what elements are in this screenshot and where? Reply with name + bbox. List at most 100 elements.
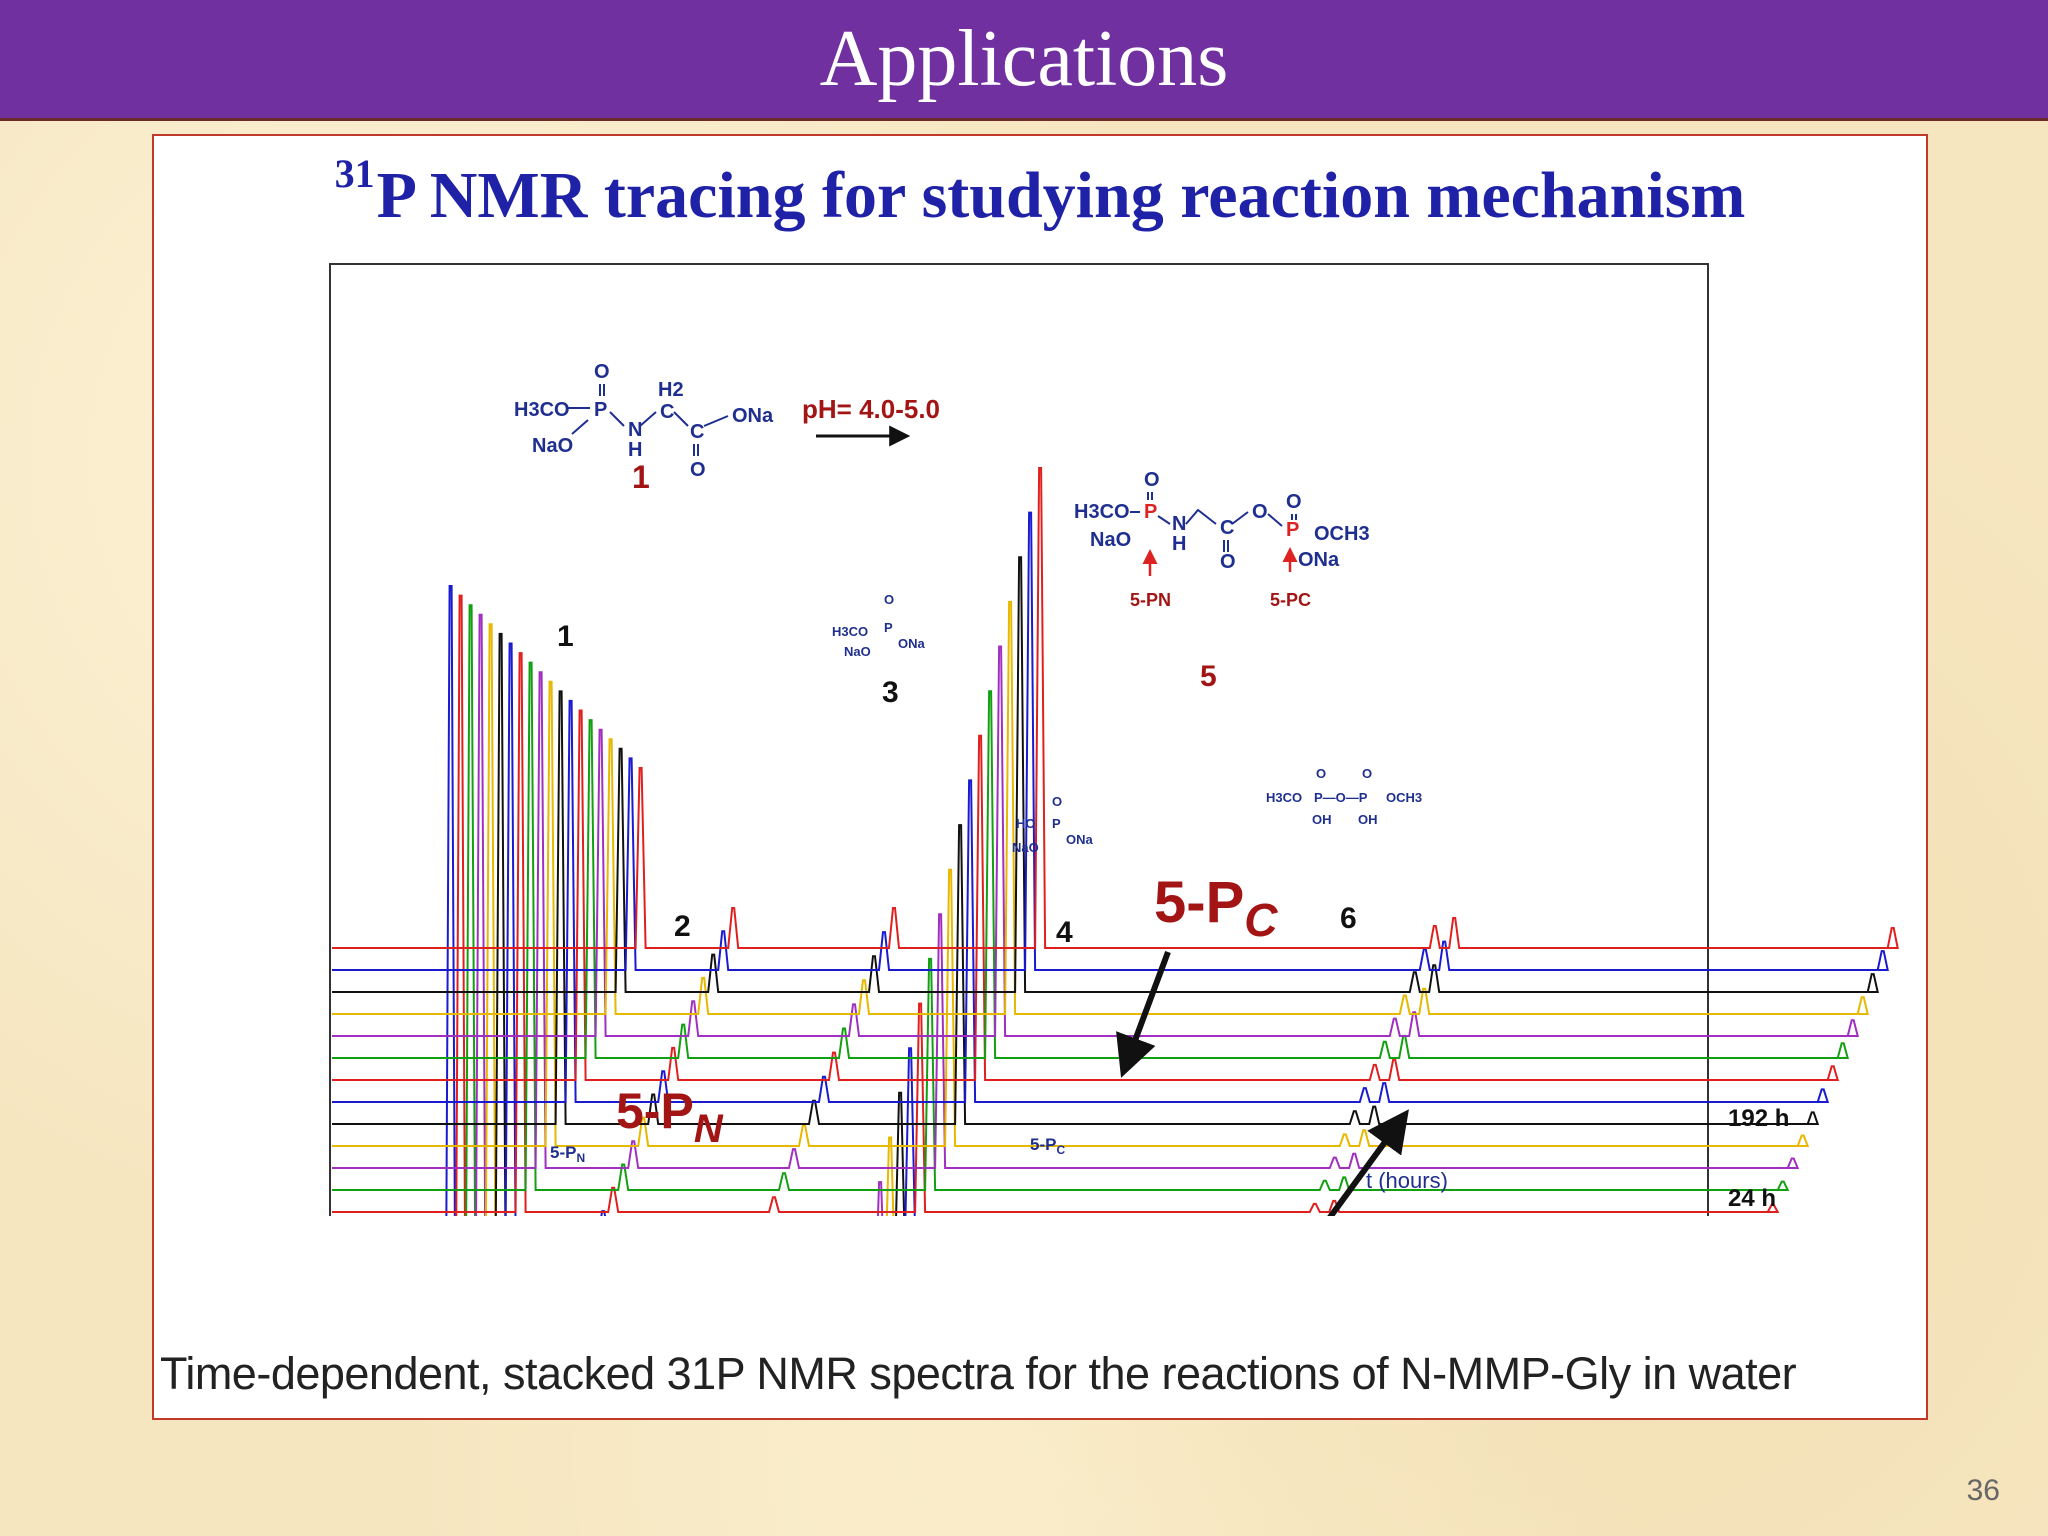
s4-ona: ONa xyxy=(1066,832,1094,847)
small-5-pc-label: 5-PC xyxy=(1030,1135,1065,1157)
s3-h3co: H3CO xyxy=(832,624,868,639)
s5-o-mid: O xyxy=(1252,501,1268,523)
stack-axis-label: t (hours) xyxy=(1366,1168,1448,1193)
spectrum-trace xyxy=(494,632,906,1216)
spectrum-trace xyxy=(332,690,1850,1059)
s6-o1: O xyxy=(1316,766,1326,781)
s6-o2: O xyxy=(1362,766,1372,781)
spectrum-trace xyxy=(332,680,1810,1147)
compound-4-label: 4 xyxy=(1056,916,1073,949)
spectrum-trace xyxy=(332,600,1869,1015)
time-label: 24 h xyxy=(1728,1185,1776,1212)
figure-frame: 3 1 P NMR tracing for studying reaction me… xyxy=(152,134,1928,1420)
structure-3: H3CO O P NaO ONa xyxy=(832,592,926,659)
spectrum-traces xyxy=(332,467,1899,1216)
s5-p1: P xyxy=(1144,501,1157,523)
s5-ona: ONa xyxy=(1298,549,1340,571)
spectrum-trace xyxy=(445,585,456,1216)
time-direction-arrow xyxy=(1327,1109,1409,1216)
s5-och3: OCH3 xyxy=(1314,523,1370,545)
s5-o-top2: O xyxy=(1286,491,1302,513)
slide-title-banner: Applications xyxy=(0,0,2048,121)
s5-n: N xyxy=(1172,513,1186,535)
figure-title: 31P NMR tracing for studying reaction me… xyxy=(154,150,1926,235)
s1-o-bottom: O xyxy=(690,459,706,481)
spectrum-trace xyxy=(504,642,916,1216)
s6-h3co: H3CO xyxy=(1266,790,1302,805)
s5-nao: NaO xyxy=(1090,529,1131,551)
big-5-pn-main: 5-P xyxy=(616,1083,694,1139)
compound-1-peak-label: 1 xyxy=(557,620,574,653)
ph-condition-label: pH= 4.0-5.0 xyxy=(802,394,940,424)
figure-title-text: P NMR tracing for studying reaction mech… xyxy=(376,159,1746,232)
s1-n: N xyxy=(628,419,642,441)
s6-oh2: OH xyxy=(1358,812,1378,827)
spectrum-trace xyxy=(332,661,1790,1191)
compound-6-label: 6 xyxy=(1340,902,1357,935)
s1-o-top: O xyxy=(594,361,610,383)
s1-c2: C xyxy=(690,421,704,443)
small-5-pc-sub: C xyxy=(1056,1143,1065,1157)
s6-chain: P—O—P xyxy=(1314,790,1368,805)
structure-1: H3CO NaO O P N H H2 C C ONa O xyxy=(514,361,774,481)
big-5-pn-sub: N xyxy=(694,1107,724,1151)
s3-nao: NaO xyxy=(844,644,871,659)
nmr-stacked-spectra-chart: 1050- 5- 10ppm 192 h24 h12 h3 h0.5 h 1 1… xyxy=(329,263,1899,1216)
s5-o-top: O xyxy=(1144,469,1160,491)
s6-och3: OCH3 xyxy=(1386,790,1422,805)
page-number: 36 xyxy=(1966,1474,2000,1507)
s1-nao: NaO xyxy=(532,435,573,457)
s4-nao: NaO xyxy=(1012,840,1039,855)
structure-4: O HO P NaO ONa xyxy=(1012,794,1094,855)
spectrum-trace xyxy=(332,652,1780,1213)
spectrum-trace xyxy=(332,671,1800,1169)
s3-o: O xyxy=(884,592,894,607)
spectrum-trace xyxy=(484,623,895,1216)
compound-3-label: 3 xyxy=(882,676,899,709)
s5-o-bottom: O xyxy=(1220,551,1236,573)
small-5-pn-sub: N xyxy=(576,1151,585,1165)
s1-c1: C xyxy=(660,401,674,423)
spectrum-trace xyxy=(332,709,1840,1081)
spectrum-trace xyxy=(332,556,1879,993)
s5-p2: P xyxy=(1286,519,1299,541)
s4-o: O xyxy=(1052,794,1062,809)
arrow-to-5pc-peak xyxy=(1116,950,1171,1078)
s6-oh1: OH xyxy=(1312,812,1332,827)
slide-title: Applications xyxy=(819,15,1229,103)
s1-h2: H2 xyxy=(658,379,684,401)
spectrum-trace xyxy=(332,467,1899,949)
spectrum-trace xyxy=(332,690,1820,1125)
compound-1-label-top: 1 xyxy=(632,459,650,495)
compound-5-label: 5 xyxy=(1200,660,1217,693)
plot-frame xyxy=(329,263,1709,1216)
structure-5: H3CO NaO O P N H C O O O P OCH3 ONa 5-PN… xyxy=(1074,469,1370,610)
small-5-pc-main: 5-P xyxy=(1030,1135,1056,1154)
small-5-pn-main: 5-P xyxy=(550,1143,576,1162)
s1-p: P xyxy=(594,399,607,421)
s1-h: H xyxy=(628,439,642,461)
big-5-pn-label: 5-PN xyxy=(616,1083,724,1151)
big-5-pc-main: 5-P xyxy=(1154,870,1244,935)
s1-ona: ONa xyxy=(732,405,774,427)
structure-6: O O H3CO P—O—P OCH3 OH OH xyxy=(1266,766,1422,827)
spectrum-trace xyxy=(332,511,1889,971)
spectrum-trace xyxy=(332,645,1859,1037)
spectrum-trace xyxy=(475,613,884,1216)
s3-ona: ONa xyxy=(898,636,926,651)
time-label: 192 h xyxy=(1728,1105,1789,1132)
s4-ho: HO xyxy=(1016,816,1036,831)
s1-h3co: H3CO xyxy=(514,399,570,421)
s5-bonds xyxy=(1130,492,1297,552)
s3-p: P xyxy=(884,620,893,635)
s5-label-pc: 5-PC xyxy=(1270,590,1311,610)
s5-label-pn: 5-PN xyxy=(1130,590,1171,610)
big-5-pc-label: 5-PC xyxy=(1154,870,1278,946)
s5-c: C xyxy=(1220,517,1234,539)
small-5-pn-label: 5-PN xyxy=(550,1143,585,1165)
s5-h: H xyxy=(1172,533,1186,555)
compound-2-label: 2 xyxy=(674,910,691,943)
s1-bonds xyxy=(568,384,729,456)
figure-caption: Time-dependent, stacked 31P NMR spectra … xyxy=(160,1348,1797,1399)
time-labels: 192 h24 h12 h3 h0.5 h xyxy=(1728,1105,1789,1212)
